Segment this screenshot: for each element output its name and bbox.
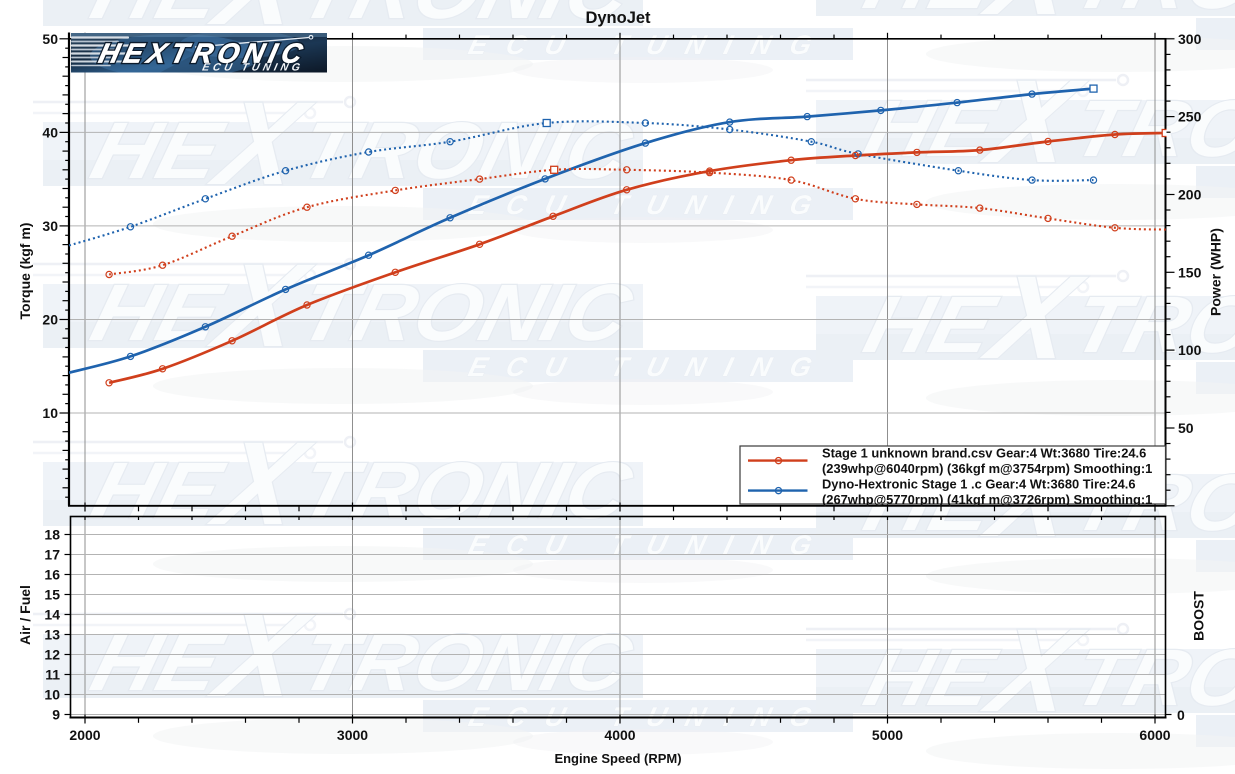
svg-text:12: 12 [44,647,60,663]
svg-text:30: 30 [42,218,58,234]
svg-text:17: 17 [44,547,60,563]
svg-text:13: 13 [44,627,60,643]
svg-text:3000: 3000 [337,727,368,743]
svg-text:250: 250 [1178,109,1202,125]
svg-text:10: 10 [42,405,58,421]
svg-text:BOOST: BOOST [1191,591,1207,641]
svg-text:Power (WHP): Power (WHP) [1208,228,1224,316]
svg-text:HEXTRONIC: HEXTRONIC [96,38,306,69]
svg-text:40: 40 [42,124,58,140]
svg-text:0: 0 [1177,707,1185,723]
svg-text:20: 20 [42,312,58,328]
svg-text:100: 100 [1178,342,1202,358]
svg-text:HEXTRONIC: HEXTRONIC [96,38,306,69]
svg-text:(267whp@5770rpm) (41kgf m@3726: (267whp@5770rpm) (41kgf m@3726rpm) Smoot… [822,492,1152,507]
svg-text:Air / Fuel: Air / Fuel [17,585,33,645]
svg-text:15: 15 [44,587,60,603]
svg-text:Stage 1 unknown brand.csv Gear: Stage 1 unknown brand.csv Gear:4 Wt:3680… [822,446,1146,461]
svg-text:Engine Speed (RPM): Engine Speed (RPM) [554,751,681,766]
svg-text:9: 9 [52,707,60,723]
svg-text:50: 50 [1178,420,1194,436]
svg-text:5000: 5000 [872,727,903,743]
svg-text:14: 14 [44,607,60,623]
svg-text:16: 16 [44,567,60,583]
svg-text:11: 11 [45,667,60,683]
svg-text:(239whp@6040rpm) (36kgf m@3754: (239whp@6040rpm) (36kgf m@3754rpm) Smoot… [822,461,1152,476]
svg-text:50: 50 [42,31,58,47]
svg-text:10: 10 [44,687,60,703]
svg-text:150: 150 [1178,264,1202,280]
svg-text:DynoJet: DynoJet [585,9,651,27]
svg-text:Torque (kgf m): Torque (kgf m) [17,223,33,320]
svg-text:ECU TUNING: ECU TUNING [201,62,304,74]
svg-text:Dyno-Hextronic Stage 1 .c Gear: Dyno-Hextronic Stage 1 .c Gear:4 Wt:3680… [822,477,1136,492]
svg-text:6000: 6000 [1139,727,1170,743]
svg-text:4000: 4000 [604,727,635,743]
svg-text:2000: 2000 [69,727,100,743]
svg-text:200: 200 [1178,187,1202,203]
svg-text:300: 300 [1178,31,1202,47]
svg-text:18: 18 [44,527,60,543]
